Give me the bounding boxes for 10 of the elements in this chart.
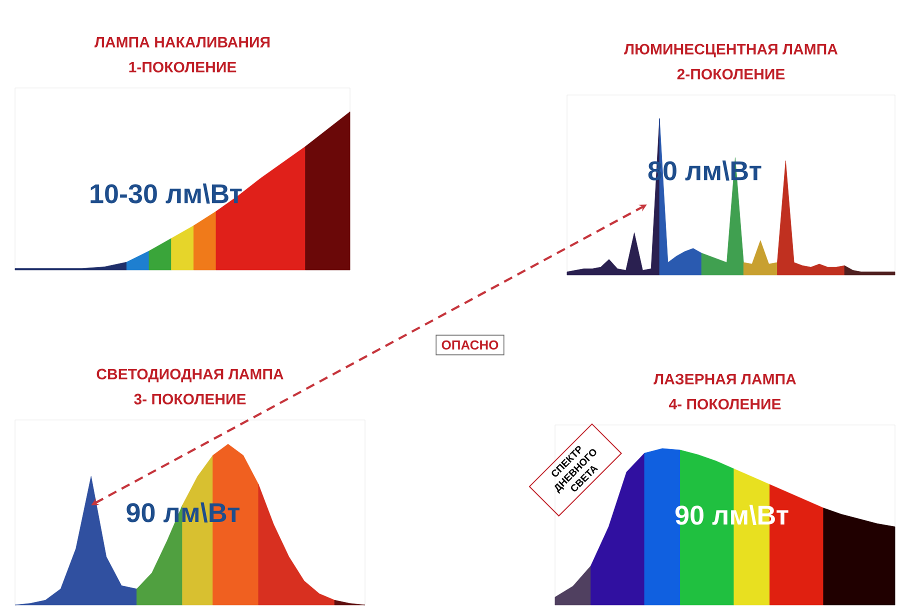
text: ОПАСНО bbox=[442, 340, 498, 350]
chart-subtitle: 3- ПОКОЛЕНИЕ bbox=[134, 394, 246, 404]
chart-title: ЛАЗЕРНАЯ ЛАМПА bbox=[654, 374, 796, 384]
chart-subtitle: 2-ПОКОЛЕНИЕ bbox=[677, 68, 785, 80]
chart-subtitle: 4- ПОКОЛЕНИЕ bbox=[668, 398, 781, 410]
chart-title: ЛЮМИНЕСЦЕНТНАЯ ЛАМПА bbox=[624, 44, 838, 58]
chart-title: ЛАМПА НАКАЛИВАНИЯ bbox=[94, 36, 270, 48]
annotation: 10-30 лм\Вт bbox=[90, 183, 242, 204]
chart-title: СВЕТОДИОДНАЯ ЛАМПА bbox=[96, 368, 284, 382]
chart-subtitle: 1-ПОКОЛЕНИЕ bbox=[129, 62, 236, 72]
